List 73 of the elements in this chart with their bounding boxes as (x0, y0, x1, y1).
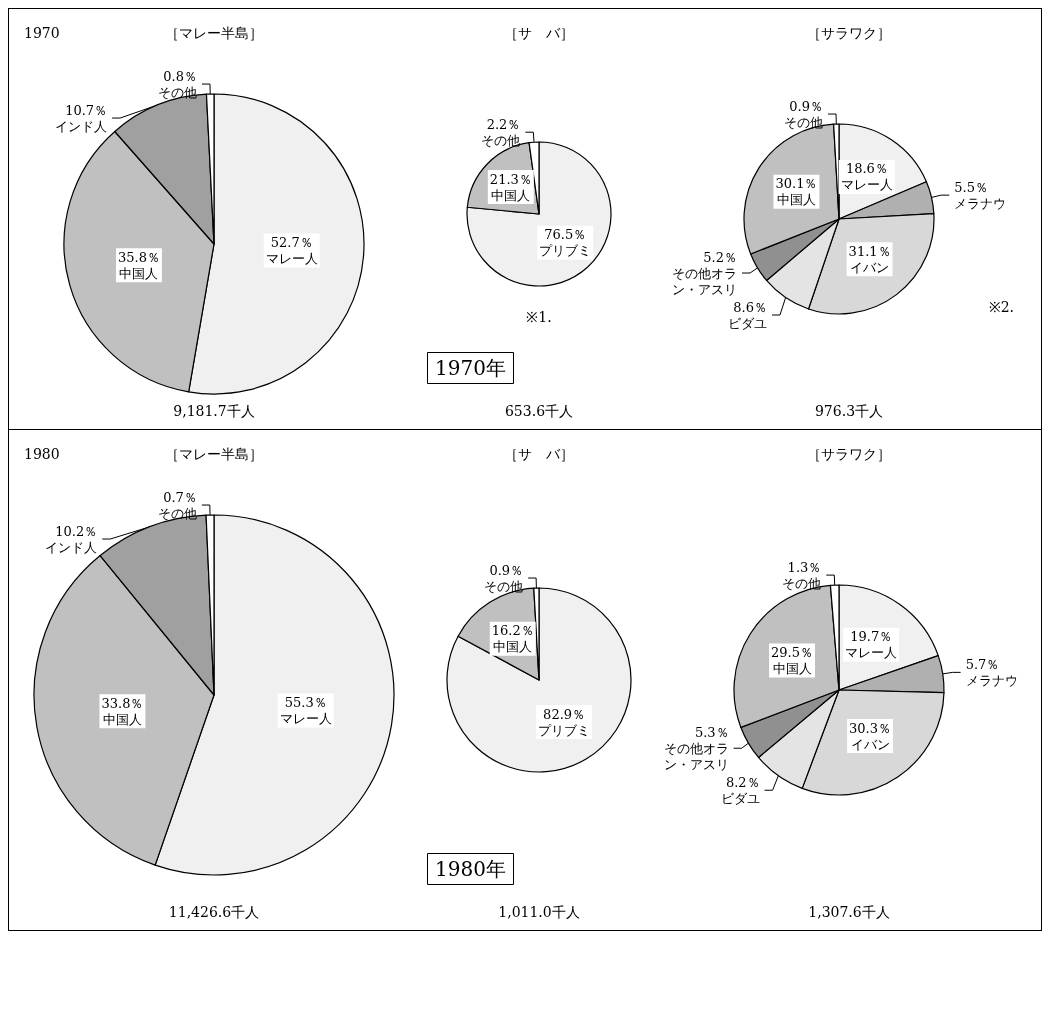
data-label: 0.9％ (789, 98, 824, 114)
slice-label: プリブミ (539, 243, 592, 259)
slice-label: 中国人 (491, 187, 531, 203)
slice-label: 中国人 (119, 265, 159, 281)
data-label: 30.3％ (849, 720, 892, 736)
slice-label: ビダユ (720, 790, 760, 806)
slice-label: 中国人 (102, 711, 142, 727)
data-label: 5.3％ (694, 724, 729, 740)
chart-title: ［サ バ］ (504, 446, 574, 462)
slice-label: イバン (850, 736, 890, 752)
text: 1970 (24, 25, 60, 41)
chart-title: ［マレー半島］ (165, 25, 263, 41)
slice-label: インド人 (55, 118, 108, 134)
slice-label: マレー人 (845, 645, 898, 661)
data-label: 10.7％ (65, 102, 108, 118)
slice-label: 中国人 (772, 660, 812, 676)
slice-label: その他オラン・アスリ (663, 740, 729, 772)
data-label: 0.9％ (489, 562, 524, 578)
text: 9,181.7千人 (173, 403, 255, 419)
text: 11,426.6千人 (168, 904, 260, 920)
text: 1,307.6千人 (808, 904, 890, 920)
slice-label: メラナウ (965, 672, 1018, 688)
chart-title: ［サラワク］ (807, 446, 891, 462)
data-label: 30.1％ (775, 176, 818, 192)
data-label: 1.3％ (787, 559, 822, 575)
data-label: 2.2％ (486, 116, 521, 132)
slice-label: 中国人 (776, 192, 816, 208)
data-label: 35.8％ (117, 249, 160, 265)
data-label: 5.7％ (965, 656, 1000, 672)
slice-label: その他 (481, 132, 521, 148)
slice-label: その他 (782, 575, 822, 591)
text: 1,011.0千人 (498, 904, 580, 920)
chart-title: ［マレー半島］ (165, 446, 263, 462)
text: ※1. (526, 309, 552, 325)
chart-title: ［サラワク］ (807, 25, 891, 41)
text: 1980年 (435, 857, 506, 881)
text: ※2. (988, 299, 1014, 315)
data-label: 18.6％ (845, 161, 888, 177)
slice-label: その他 (784, 114, 824, 130)
slice-label: その他 (157, 84, 197, 100)
data-label: 5.2％ (703, 249, 738, 265)
data-label: 8.6％ (733, 299, 767, 315)
data-label: 52.7％ (270, 235, 313, 251)
data-label: 29.5％ (771, 644, 814, 660)
slice-label: イバン (850, 259, 890, 275)
slice-label: マレー人 (840, 177, 893, 193)
data-label: 76.5％ (544, 227, 587, 243)
slice-label: マレー人 (279, 710, 332, 726)
data-label: 82.9％ (543, 706, 586, 722)
slice-label: インド人 (45, 539, 98, 555)
chart-title: ［サ バ］ (504, 25, 574, 41)
data-label: 0.8％ (163, 68, 197, 84)
data-label: 8.2％ (725, 774, 760, 790)
text: 653.6千人 (504, 403, 574, 419)
slice-label: メラナウ (954, 195, 1007, 211)
text: 976.3千人 (814, 403, 884, 419)
data-label: 16.2％ (491, 623, 534, 639)
slice-label: 中国人 (493, 639, 533, 655)
data-label: 0.7％ (163, 489, 197, 505)
data-label: 19.7％ (850, 629, 893, 645)
data-label: 5.5％ (954, 179, 988, 195)
data-label: 10.2％ (55, 523, 98, 539)
slice-label: マレー人 (265, 251, 318, 267)
slice-label: ビダユ (727, 315, 767, 331)
data-label: 33.8％ (101, 695, 144, 711)
data-label: 21.3％ (489, 171, 532, 187)
slice-label: その他 (484, 578, 524, 594)
text: 1980 (24, 446, 60, 462)
slice-label: その他オラン・アスリ (672, 265, 738, 297)
data-label: 31.1％ (848, 243, 891, 259)
slice-label: プリブミ (538, 722, 591, 738)
data-label: 55.3％ (284, 694, 327, 710)
text: 1970年 (435, 356, 506, 380)
